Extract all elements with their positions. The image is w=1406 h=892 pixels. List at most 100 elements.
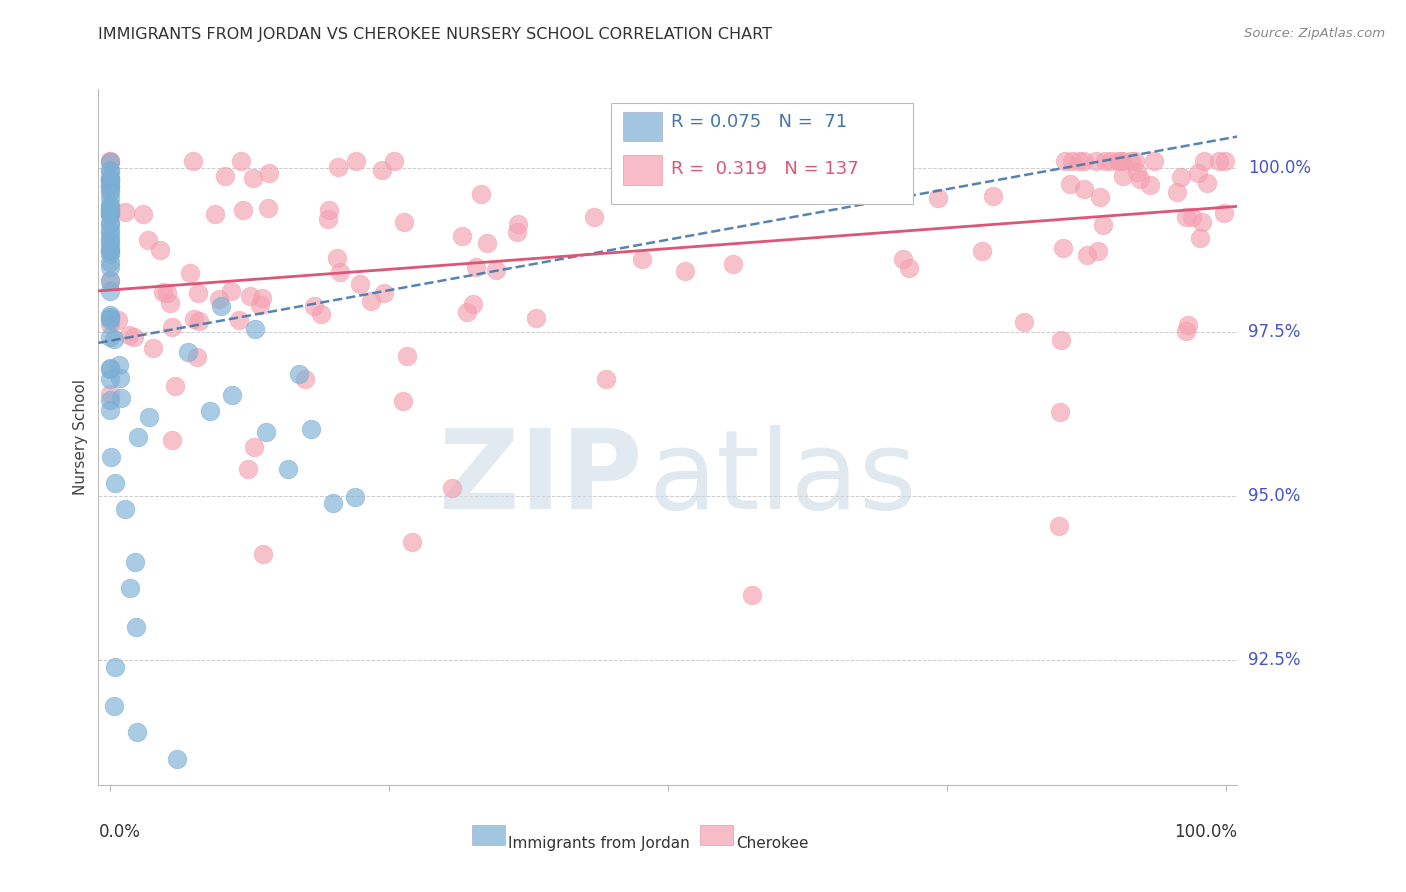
Point: [98, 179, 121, 194]
Point: [98, 171, 121, 186]
Point: [98, 216, 121, 230]
Point: [318, 202, 340, 217]
Point: [1170, 170, 1192, 185]
Point: [179, 267, 201, 281]
Point: [1192, 154, 1215, 169]
Point: [1143, 154, 1166, 169]
Point: [1054, 154, 1077, 169]
Point: [160, 319, 183, 334]
Point: [228, 313, 250, 327]
Point: [1177, 318, 1199, 332]
Y-axis label: Nursery School: Nursery School: [73, 379, 89, 495]
Point: [98, 208, 121, 222]
Point: [506, 217, 529, 231]
Point: [98, 244, 121, 258]
Point: [475, 236, 498, 251]
Point: [1107, 154, 1129, 169]
Point: [125, 725, 148, 739]
Point: [801, 163, 824, 178]
Point: [118, 581, 141, 595]
Point: [114, 502, 136, 516]
Point: [98, 192, 121, 206]
Point: [891, 252, 914, 267]
Point: [1139, 178, 1161, 192]
Point: [254, 425, 277, 439]
Point: [257, 166, 280, 180]
Point: [98, 173, 121, 187]
Point: [1052, 241, 1074, 255]
Point: [1047, 519, 1070, 533]
Text: R = 0.075   N =  71: R = 0.075 N = 71: [671, 113, 848, 131]
Point: [1181, 211, 1204, 225]
Point: [360, 293, 382, 308]
Point: [461, 296, 484, 310]
Point: [927, 191, 949, 205]
Point: [108, 371, 131, 385]
Point: [464, 260, 486, 274]
Text: Cherokee: Cherokee: [737, 836, 808, 851]
Text: 0.0%: 0.0%: [98, 823, 141, 841]
Point: [643, 154, 665, 169]
Point: [1090, 190, 1112, 204]
Point: [1213, 206, 1236, 220]
Point: [98, 217, 121, 231]
Point: [132, 207, 155, 221]
Point: [243, 440, 266, 454]
Point: [1119, 154, 1142, 169]
Point: [1099, 154, 1122, 169]
Point: [98, 387, 121, 401]
Text: 92.5%: 92.5%: [1249, 651, 1301, 669]
Text: 97.5%: 97.5%: [1249, 323, 1301, 341]
Text: Immigrants from Jordan: Immigrants from Jordan: [509, 836, 690, 851]
Point: [142, 341, 165, 355]
Point: [250, 292, 273, 306]
Point: [709, 186, 731, 200]
Point: [162, 433, 184, 447]
Point: [830, 154, 852, 169]
Point: [322, 495, 344, 509]
Point: [98, 237, 121, 252]
Point: [98, 330, 121, 344]
Text: 100.0%: 100.0%: [1249, 159, 1312, 177]
Point: [149, 243, 172, 257]
Point: [1012, 315, 1035, 329]
Point: [98, 184, 121, 198]
Point: [104, 476, 127, 491]
Point: [326, 251, 349, 265]
Text: ZIP: ZIP: [440, 425, 643, 533]
Point: [98, 222, 121, 236]
Point: [897, 260, 920, 275]
Point: [1060, 154, 1083, 169]
Point: [98, 154, 121, 169]
Point: [103, 332, 125, 346]
Point: [257, 202, 280, 216]
Point: [972, 244, 994, 259]
Point: [299, 422, 322, 436]
Point: [98, 203, 121, 218]
Point: [1191, 214, 1213, 228]
Point: [595, 372, 617, 386]
Point: [108, 358, 131, 372]
Point: [98, 310, 121, 325]
Point: [98, 155, 121, 169]
Point: [188, 313, 211, 327]
Point: [1187, 166, 1209, 180]
Point: [138, 410, 160, 425]
Point: [219, 284, 242, 298]
Point: [1073, 154, 1095, 169]
Text: Source: ZipAtlas.com: Source: ZipAtlas.com: [1244, 27, 1385, 40]
Point: [221, 388, 243, 402]
Point: [391, 393, 413, 408]
Point: [110, 391, 132, 405]
Point: [166, 752, 188, 766]
Point: [735, 154, 758, 169]
Point: [1195, 176, 1218, 190]
Point: [198, 404, 221, 418]
Text: atlas: atlas: [648, 425, 917, 533]
Point: [328, 161, 350, 175]
Point: [451, 228, 474, 243]
Point: [1126, 165, 1149, 179]
Point: [98, 171, 121, 186]
Point: [124, 555, 146, 569]
Text: 100.0%: 100.0%: [1174, 823, 1237, 841]
